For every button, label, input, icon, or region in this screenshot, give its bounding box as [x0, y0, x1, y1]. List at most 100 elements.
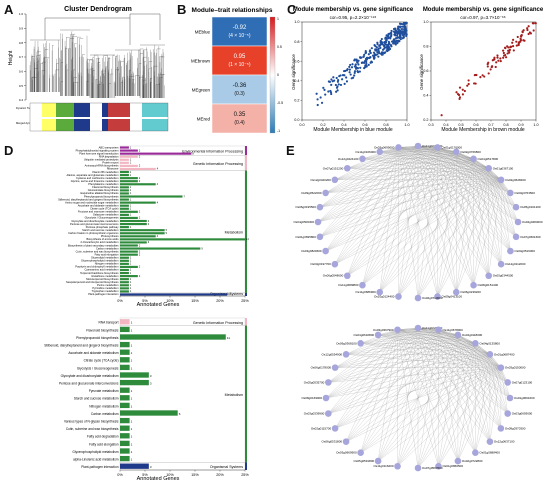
scatter-point	[531, 22, 534, 25]
bar	[120, 207, 129, 210]
scatter-point	[394, 40, 397, 43]
group-label: Metabolism	[225, 231, 243, 235]
panel-a-y-tick: 0.5	[19, 84, 24, 88]
scatter-point	[392, 42, 395, 45]
scatter-point	[401, 25, 404, 28]
panel-c-xlabel-blue: Module Membership in blue module	[313, 127, 392, 133]
module-color-segment	[74, 119, 90, 131]
network-node-label: Os06g0195500	[295, 205, 316, 209]
module-color-segment	[56, 119, 74, 131]
bar-label: ABC transporters	[99, 145, 120, 149]
panel-c-stat-brown: cor=0.97, p=3.7×10⁻⁶⁶	[460, 15, 505, 20]
scatter-point	[396, 36, 399, 39]
scatter-point	[399, 34, 402, 37]
scatter-point	[387, 37, 390, 40]
bar-value: 2	[139, 266, 141, 269]
scatter-point	[371, 54, 375, 57]
bar	[120, 417, 130, 424]
scatter-point	[461, 93, 464, 96]
bar	[120, 278, 129, 281]
bar	[120, 241, 147, 244]
bar	[120, 259, 129, 262]
scatter-point	[356, 66, 359, 70]
y-tick: 0.2	[294, 99, 299, 103]
scatter-point	[404, 28, 407, 31]
scatter-point	[374, 54, 377, 57]
x-tick: 25%	[241, 299, 249, 303]
scatter-point	[523, 39, 526, 42]
scatter-point	[363, 53, 366, 56]
heatmap-cell	[211, 16, 268, 47]
scatter-point	[357, 59, 360, 62]
panel-a-y-tick: 0.4	[19, 98, 24, 102]
bar-label: Aminoacyl-tRNA biosynthesis	[85, 164, 120, 168]
bar-value: 2	[139, 217, 141, 220]
scatter-point	[348, 65, 351, 69]
scatter-point	[387, 44, 390, 47]
x-tick: 0.8	[383, 123, 388, 127]
scatter-point	[390, 45, 393, 48]
x-tick: 0.3	[428, 123, 433, 127]
network-node-label: Os02g0628200	[505, 178, 526, 182]
network-node-label: Os07g0151200	[323, 166, 344, 170]
x-tick: 0.2	[320, 123, 325, 127]
scatter-point	[363, 67, 366, 70]
scatter-point	[375, 49, 378, 52]
network-node-label: Os12g0637100	[494, 440, 515, 444]
scatter-point	[405, 33, 408, 36]
scatter-point	[389, 36, 392, 39]
scale-tick: 0	[277, 73, 279, 77]
network-node-label: Os12g0554900	[322, 352, 343, 356]
bar	[120, 387, 130, 393]
network-node	[331, 260, 339, 268]
scatter-point	[348, 71, 351, 74]
bar-value: 3	[150, 465, 152, 469]
bar-value: 1	[130, 226, 132, 229]
scatter-point	[522, 39, 525, 42]
bar	[120, 440, 130, 447]
scatter-point	[383, 41, 386, 45]
scatter-point	[509, 45, 512, 48]
bar	[120, 326, 130, 333]
scatter-point	[358, 70, 361, 73]
scatter-point	[504, 56, 508, 59]
scatter-point	[457, 93, 461, 97]
bar-value: 1	[130, 257, 132, 260]
scatter-point	[353, 71, 356, 74]
scatter-point	[399, 26, 402, 29]
scatter-point	[398, 22, 402, 25]
bar-value: 1	[131, 404, 133, 408]
bar-label: RNA transport	[98, 321, 118, 325]
x-tick: 0.8	[503, 123, 508, 127]
scatter-point	[327, 80, 330, 83]
bar-value: 1	[130, 263, 132, 266]
scatter-point	[512, 49, 515, 52]
panel-a-row-label-2: Merged dynamic	[16, 121, 36, 125]
scatter-point	[344, 69, 347, 72]
network-node	[470, 155, 477, 163]
bar	[120, 364, 130, 371]
scatter-point	[404, 30, 407, 33]
scatter-point	[516, 35, 519, 39]
scale-tick: 1	[277, 17, 279, 21]
network-node	[357, 339, 364, 347]
network-node-label: Os02g0115700	[311, 426, 332, 430]
scatter-point	[335, 86, 339, 89]
scatter-point	[381, 51, 384, 54]
scatter-point	[396, 36, 399, 39]
scatter-point	[356, 61, 359, 64]
bar	[120, 152, 192, 155]
scatter-point	[403, 27, 406, 31]
scatter-point	[520, 33, 523, 37]
bar-label: Glycerolipid metabolism	[91, 256, 119, 260]
bar	[120, 319, 130, 325]
bar	[120, 349, 130, 355]
scatter-point	[472, 82, 476, 85]
scatter-point	[385, 39, 388, 42]
scatter-point	[341, 78, 344, 81]
scatter-point	[316, 103, 319, 107]
scatter-point	[397, 25, 400, 28]
y-tick: 0.6	[294, 59, 299, 63]
module-color-segment	[130, 119, 142, 131]
network-node	[314, 218, 322, 226]
